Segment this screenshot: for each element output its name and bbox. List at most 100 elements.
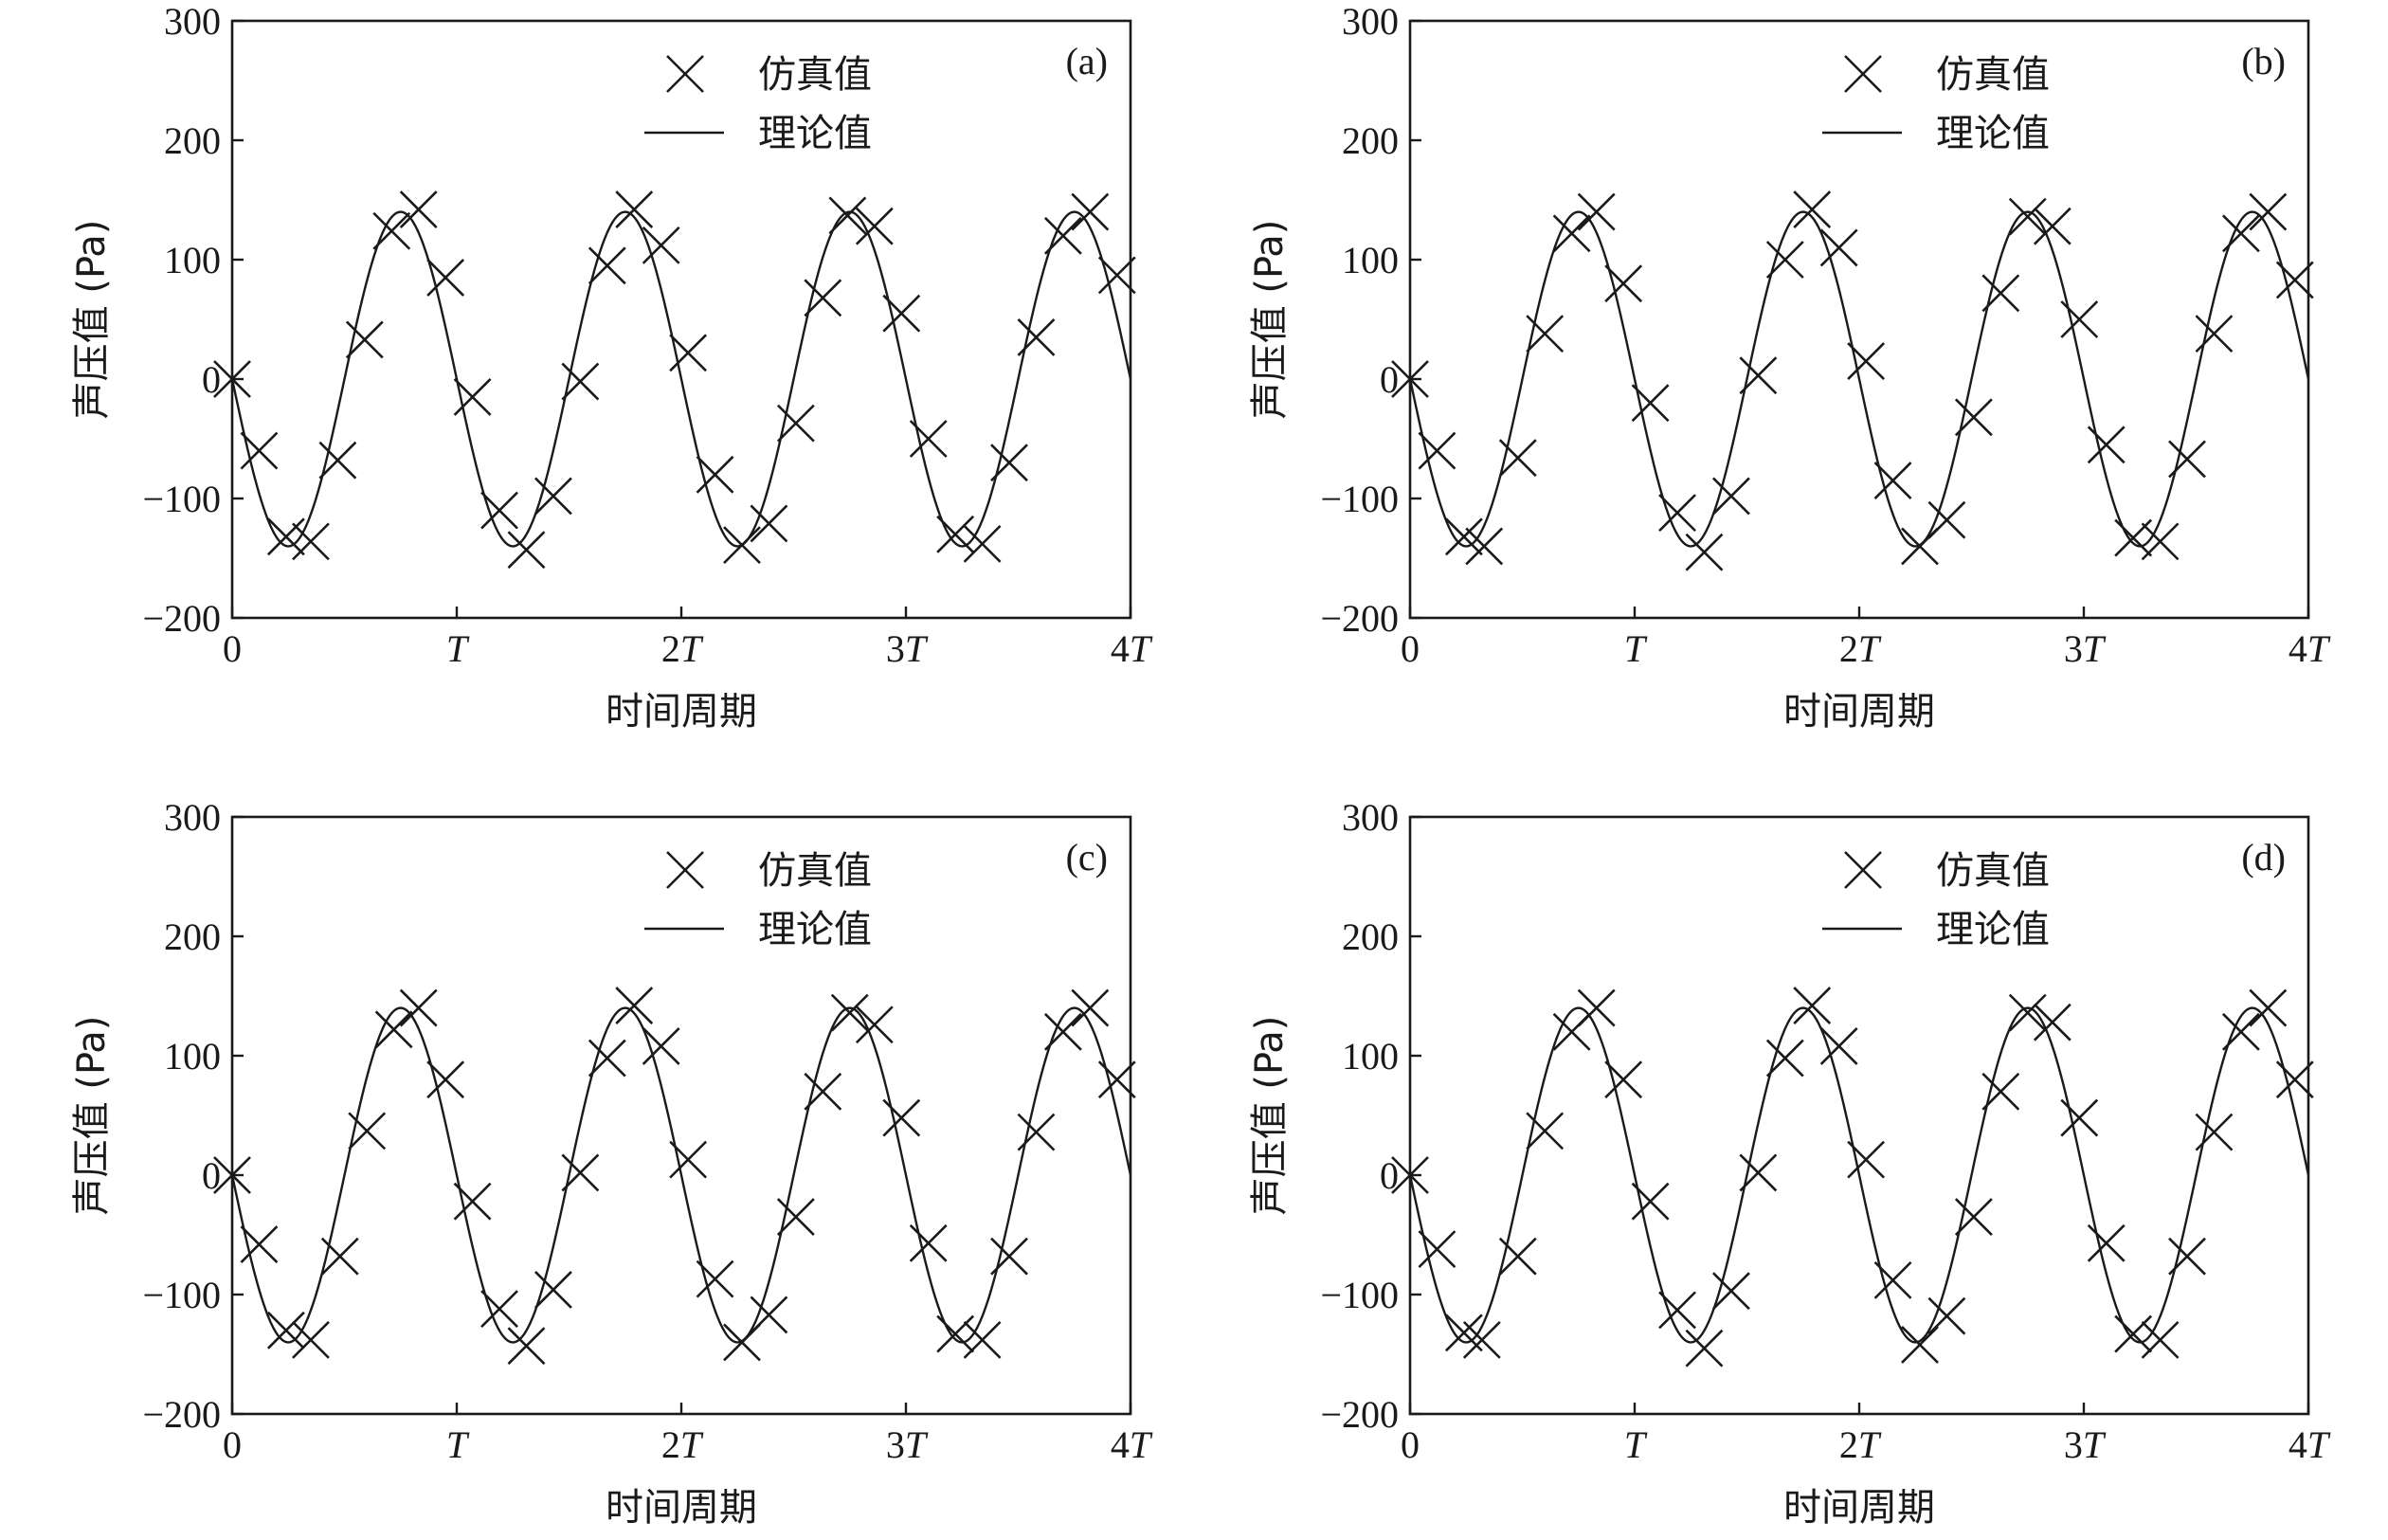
data-point [2033,207,2071,245]
legend-label: 仿真值 [1936,849,2050,893]
y-tick-label: 0 [202,358,221,401]
chart-panel-2: −200 −100 0 100 200 300 0 T 2T 3T 4T 时间周期 声压值 (Pa) 仿真… [1248,0,2331,734]
y-tick-label: −100 [1320,478,1399,520]
data-point [1711,477,1750,516]
data-point [374,1010,413,1049]
x-tick-label: 4T [1111,627,1153,670]
data-point [1793,987,1832,1024]
data-point [1739,356,1778,395]
y-axis-label: 声压值 (Pa) [1248,220,1292,420]
data-point [453,377,492,416]
panel-label: (d) [2241,836,2286,879]
y-tick-label: 200 [1342,915,1399,958]
data-point [2249,192,2288,231]
data-point [1498,439,1537,478]
data-point [1873,462,1912,500]
data-point [2221,1012,2260,1051]
data-point [1847,342,1886,381]
x-tick-label: 4T [1111,1423,1153,1466]
x-axis-label: 时间周期 [606,1486,757,1530]
legend-marker-cross [666,55,704,93]
x-tick-label: 4T [2288,627,2331,670]
data-point [936,515,975,553]
data-point [1739,1153,1778,1192]
data-point [1577,192,1616,231]
x-tick-label: 0 [1401,1423,1420,1466]
x-tick-label: T [1624,627,1648,670]
data-point [909,1223,948,1262]
legend-label: 理论值 [758,112,872,155]
data-point [1526,1112,1565,1150]
data-point [1465,527,1504,566]
data-point [534,1271,572,1309]
data-point [1793,190,1832,228]
data-point [1685,1329,1724,1368]
x-tick-label: T [446,627,470,670]
panel-label: (b) [2241,40,2286,82]
y-tick-label: 300 [164,0,221,43]
data-point [534,477,572,516]
data-point [1043,216,1082,255]
data-point [588,1039,626,1078]
y-tick-label: −100 [1320,1274,1399,1316]
theory-line [230,210,1132,548]
theory-line [1408,210,2310,548]
data-point [2033,1003,2071,1042]
data-point [1017,317,1056,356]
data-point [2114,518,2153,557]
data-point [1097,1060,1136,1099]
legend-label: 理论值 [758,908,872,951]
y-axis-label: 声压值 (Pa) [70,1016,114,1216]
data-point [399,988,438,1027]
data-point [642,226,680,264]
data-point [2087,426,2126,464]
data-point [696,1259,734,1298]
y-tick-label: 0 [1380,1154,1399,1197]
data-point [453,1182,492,1221]
x-tick-label: 2T [661,1423,704,1466]
data-point [1819,228,1858,267]
data-point [2141,522,2180,561]
y-tick-label: −200 [1320,597,1399,640]
data-point [426,258,465,297]
data-point [2008,993,2047,1032]
x-tick-label: 3T [886,627,929,670]
data-point [909,420,948,458]
y-tick-label: 0 [1380,358,1399,401]
chart-panel-1: −200 −100 0 100 200 300 0 T 2T 3T 4T 时间周期 声压值 (Pa) 仿真… [70,0,1153,734]
data-point [2168,440,2206,479]
data-point [1873,1260,1912,1299]
data-point [615,190,654,228]
data-point [804,279,842,317]
y-tick-label: −100 [142,478,221,520]
legend-label: 仿真值 [758,53,872,97]
legend-marker-cross [666,851,704,889]
data-point [292,1320,330,1359]
data-point [750,504,788,543]
data-point [1577,988,1616,1027]
data-point [669,334,708,372]
plot-frame [230,19,1132,620]
legend-marker-cross [1844,55,1882,93]
data-point [1462,1320,1501,1359]
data-point [2008,197,2047,236]
simulation-points [213,190,1136,570]
data-point [1097,256,1136,295]
x-tick-label: T [446,1423,470,1466]
y-tick-label: −200 [142,1393,221,1436]
y-tick-label: 100 [164,1035,221,1078]
y-tick-label: 300 [164,796,221,839]
data-point [723,526,761,565]
data-point [1631,1182,1670,1221]
y-tick-label: −100 [142,1274,221,1316]
data-point [318,441,357,480]
y-tick-label: 200 [164,119,221,162]
data-point [426,1060,465,1099]
data-point [776,404,815,443]
y-axis-label: 声压值 (Pa) [70,220,114,420]
x-tick-label: 3T [2064,627,2107,670]
y-tick-label: 0 [202,1154,221,1197]
data-point [750,1295,788,1334]
